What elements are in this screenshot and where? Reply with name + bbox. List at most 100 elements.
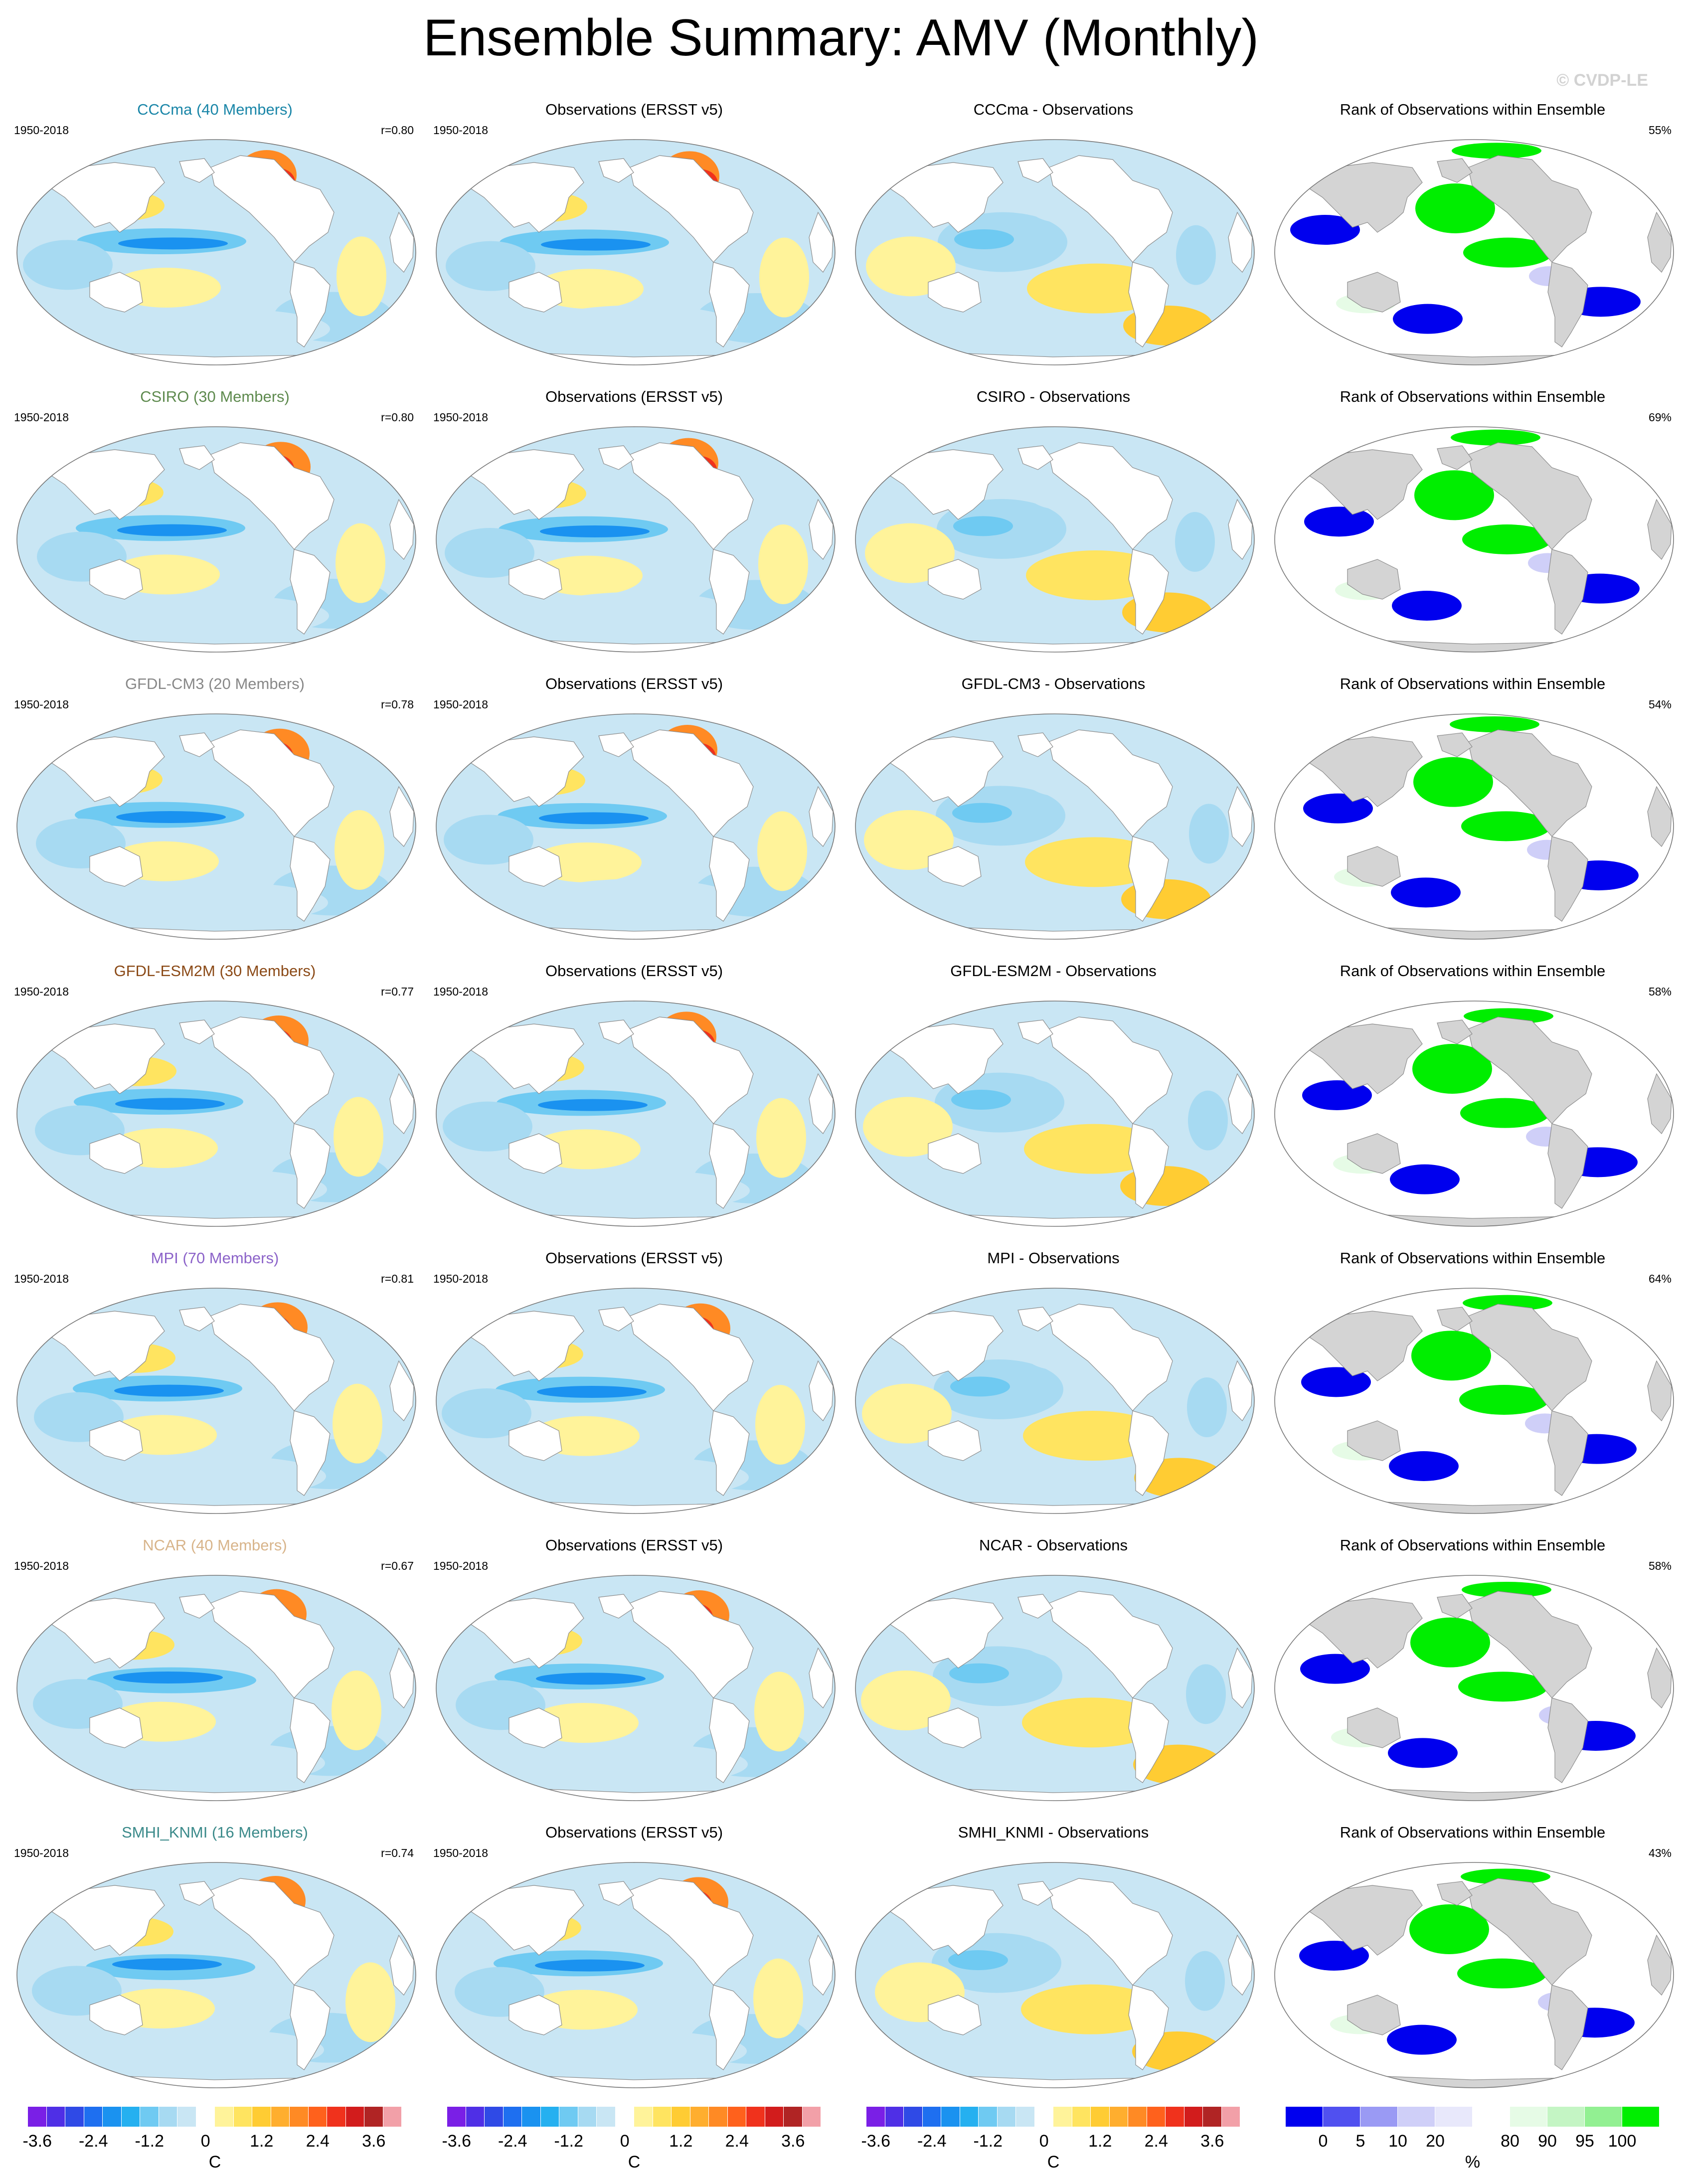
land-mass	[1437, 445, 1473, 470]
map-border	[855, 139, 1255, 365]
sst-anomaly-region	[127, 1456, 326, 1497]
colorbar-box	[345, 2107, 364, 2127]
land-mass	[290, 1410, 331, 1496]
colorbar-box	[233, 2107, 252, 2127]
diff-anomaly-region	[952, 803, 1012, 823]
rank-anomaly-region	[1303, 793, 1373, 824]
model-panel: NCAR (40 Members) 1950-2018 r=0.67	[11, 1535, 419, 1815]
diff-anomaly-region	[949, 1663, 1009, 1683]
colorbar-box	[364, 2107, 383, 2127]
land-mass	[629, 1591, 754, 1698]
colorbar-box	[960, 2107, 979, 2127]
land-mass	[1048, 1878, 1173, 1986]
land-mass	[709, 1410, 750, 1496]
panel-title: NCAR (40 Members)	[143, 1536, 287, 1554]
rank-panel: Rank of Observations within Ensemble 69%	[1269, 387, 1677, 666]
land-mass	[1468, 1878, 1592, 1986]
rank-panel: Rank of Observations within Ensemble 58%	[1269, 961, 1677, 1240]
rank-percent: 43%	[1648, 1847, 1672, 1859]
colorbar-box	[653, 2107, 672, 2127]
colorbar-box	[1286, 2107, 1323, 2127]
colorbar-tick-label: 2.4	[725, 2132, 749, 2151]
land-mass	[1468, 1591, 1592, 1698]
land-mass	[1437, 1019, 1473, 1044]
rank-anomaly-region	[1411, 1331, 1491, 1381]
sst-anomaly-region	[549, 1457, 749, 1498]
map-border	[436, 426, 836, 653]
land-mass	[89, 1133, 143, 1174]
land-mass	[290, 836, 331, 922]
diff-anomaly-region	[863, 1097, 953, 1157]
map-border	[436, 1862, 836, 2088]
period-label: 1950-2018	[14, 411, 69, 424]
diff-anomaly-region	[1189, 804, 1229, 864]
land-mass	[1547, 1985, 1588, 2070]
observations-panel: Observations (ERSST v5) 1950-2018	[430, 1535, 838, 1815]
colorbar-box	[1323, 2107, 1360, 2127]
difference-panel: GFDL-ESM2M - Observations	[849, 961, 1257, 1240]
map-border	[436, 139, 836, 365]
colorbar-box	[1091, 2107, 1110, 2127]
map-border	[855, 1575, 1255, 1801]
land-mass	[290, 1123, 331, 1209]
diff-anomaly-region	[954, 229, 1014, 249]
map-border	[855, 1288, 1255, 1514]
land-mass	[1128, 1985, 1169, 2070]
colorbar-unit: C	[1047, 2153, 1060, 2172]
land-mass	[1347, 559, 1401, 600]
colorbar-box	[727, 2107, 746, 2127]
map-border	[16, 1862, 416, 2088]
land-mass	[89, 846, 143, 887]
colorbar-box	[503, 2107, 522, 2127]
temperature-colorbar: -3.6 -2.4 -1.2 0 1.2 2.4 3.6 C	[442, 2107, 821, 2172]
colorbar-box	[1622, 2107, 1660, 2127]
land-mass	[1048, 1016, 1173, 1124]
colorbar-box	[540, 2107, 559, 2127]
rank-anomaly-region	[1410, 1617, 1490, 1668]
rank-anomaly-region	[1462, 1582, 1551, 1598]
panel-title: GFDL-CM3 (20 Members)	[125, 675, 305, 692]
colorbar-box	[941, 2107, 960, 2127]
land-mass	[709, 549, 750, 635]
rank-map	[1274, 713, 1674, 940]
rank-anomaly-region	[1464, 1008, 1553, 1024]
diff-anomaly-region	[1186, 1664, 1226, 1724]
colorbar-tick-label: 0	[1039, 2132, 1049, 2151]
land-mass	[928, 1707, 982, 1748]
land-mass	[598, 445, 634, 470]
colorbar-box	[866, 2107, 885, 2127]
sst-map	[16, 713, 416, 940]
rank-anomaly-region	[1463, 1295, 1552, 1311]
colorbar-box	[140, 2107, 159, 2127]
land-mass	[179, 1019, 215, 1044]
colorbar-box	[746, 2107, 765, 2127]
land-mass	[1128, 549, 1169, 635]
sst-anomaly-region	[335, 810, 384, 890]
diff-anomaly-region	[1022, 1697, 1162, 1748]
pattern-correlation: r=0.77	[381, 985, 414, 998]
panel-title: Observations (ERSST v5)	[545, 1249, 723, 1267]
colorbar-box	[159, 2107, 177, 2127]
rank-anomaly-region	[1392, 591, 1462, 621]
colorbar-tick-label: -1.2	[554, 2132, 584, 2151]
sst-anomaly-region	[446, 241, 535, 291]
land-mass	[290, 549, 331, 635]
land-mass	[598, 1019, 634, 1044]
land-mass	[709, 1697, 750, 1783]
sst-anomaly-region	[442, 1388, 531, 1438]
colorbar-tick-label: 1.2	[669, 2132, 693, 2151]
land-mass	[598, 1594, 634, 1619]
land-mass	[1017, 1881, 1053, 1906]
land-mass	[179, 1594, 215, 1619]
period-label: 1950-2018	[433, 1847, 488, 1859]
panel-title: NCAR - Observations	[979, 1536, 1128, 1554]
diff-anomaly-region	[1187, 1377, 1227, 1437]
sst-anomaly-region	[538, 305, 738, 345]
sst-anomaly-region	[129, 882, 328, 923]
rank-anomaly-region	[1415, 183, 1495, 233]
map-border	[1274, 139, 1674, 365]
diff-anomaly-region	[1024, 1124, 1164, 1174]
land-mass	[629, 155, 754, 263]
sst-map	[16, 139, 416, 365]
sst-anomaly-region	[443, 1101, 532, 1152]
